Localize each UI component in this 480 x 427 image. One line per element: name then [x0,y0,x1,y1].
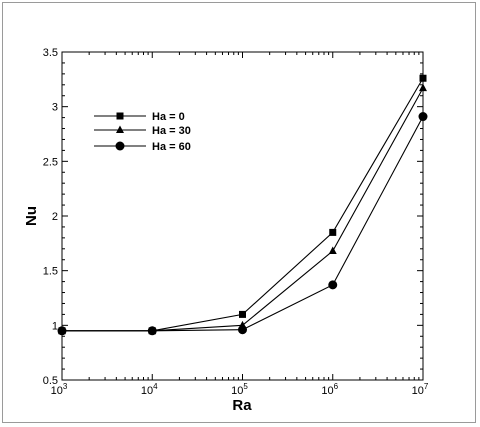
x-axis-title: Ra [232,397,252,414]
data-point [239,310,246,318]
data-point [328,246,337,254]
data-point [329,228,337,236]
x-tick-label: 107 [412,382,429,397]
series-0 [58,74,427,335]
legend-entry-0: Ha = 0 [94,111,185,123]
data-point [419,74,427,82]
x-tick-label: 105 [231,382,248,397]
y-tick-label: 0.5 [43,375,58,387]
y-tick-label: 2.5 [43,156,58,168]
legend-entry-1: Ha = 30 [94,125,191,137]
data-point [147,326,157,336]
legend-marker [115,141,125,151]
y-tick-label: 1 [52,320,58,332]
axis-ticks: 0.5 1 1.5 2 2.5 3 3.5 103 104 105 106 107 [43,47,429,397]
y-tick-label: 1.5 [43,266,58,278]
legend-marker [116,125,124,133]
series-line [62,116,424,332]
legend-label: Ha = 60 [152,141,191,153]
x-tick-label: 104 [141,382,158,397]
legend-marker [116,112,124,120]
data-point [419,83,427,92]
series-2 [57,112,428,336]
legend: Ha = 0 Ha = 30 Ha = 60 [94,111,191,153]
y-tick-label: 3 [52,102,58,114]
legend-entry-2: Ha = 60 [94,141,191,153]
figure-frame [2,2,476,423]
legend-label: Ha = 30 [152,125,191,137]
series-layer [57,74,428,336]
data-point [57,326,67,336]
y-axis-title: Nu [23,206,40,226]
y-tick-label: 2 [52,211,58,223]
data-point [418,112,428,122]
x-tick-label: 106 [321,382,338,397]
series-1 [58,83,427,334]
x-tick-label: 103 [51,382,68,397]
y-tick-label: 3.5 [43,47,58,59]
legend-label: Ha = 0 [152,111,185,123]
data-point [328,280,338,290]
data-point [238,325,247,335]
series-line [62,87,424,332]
